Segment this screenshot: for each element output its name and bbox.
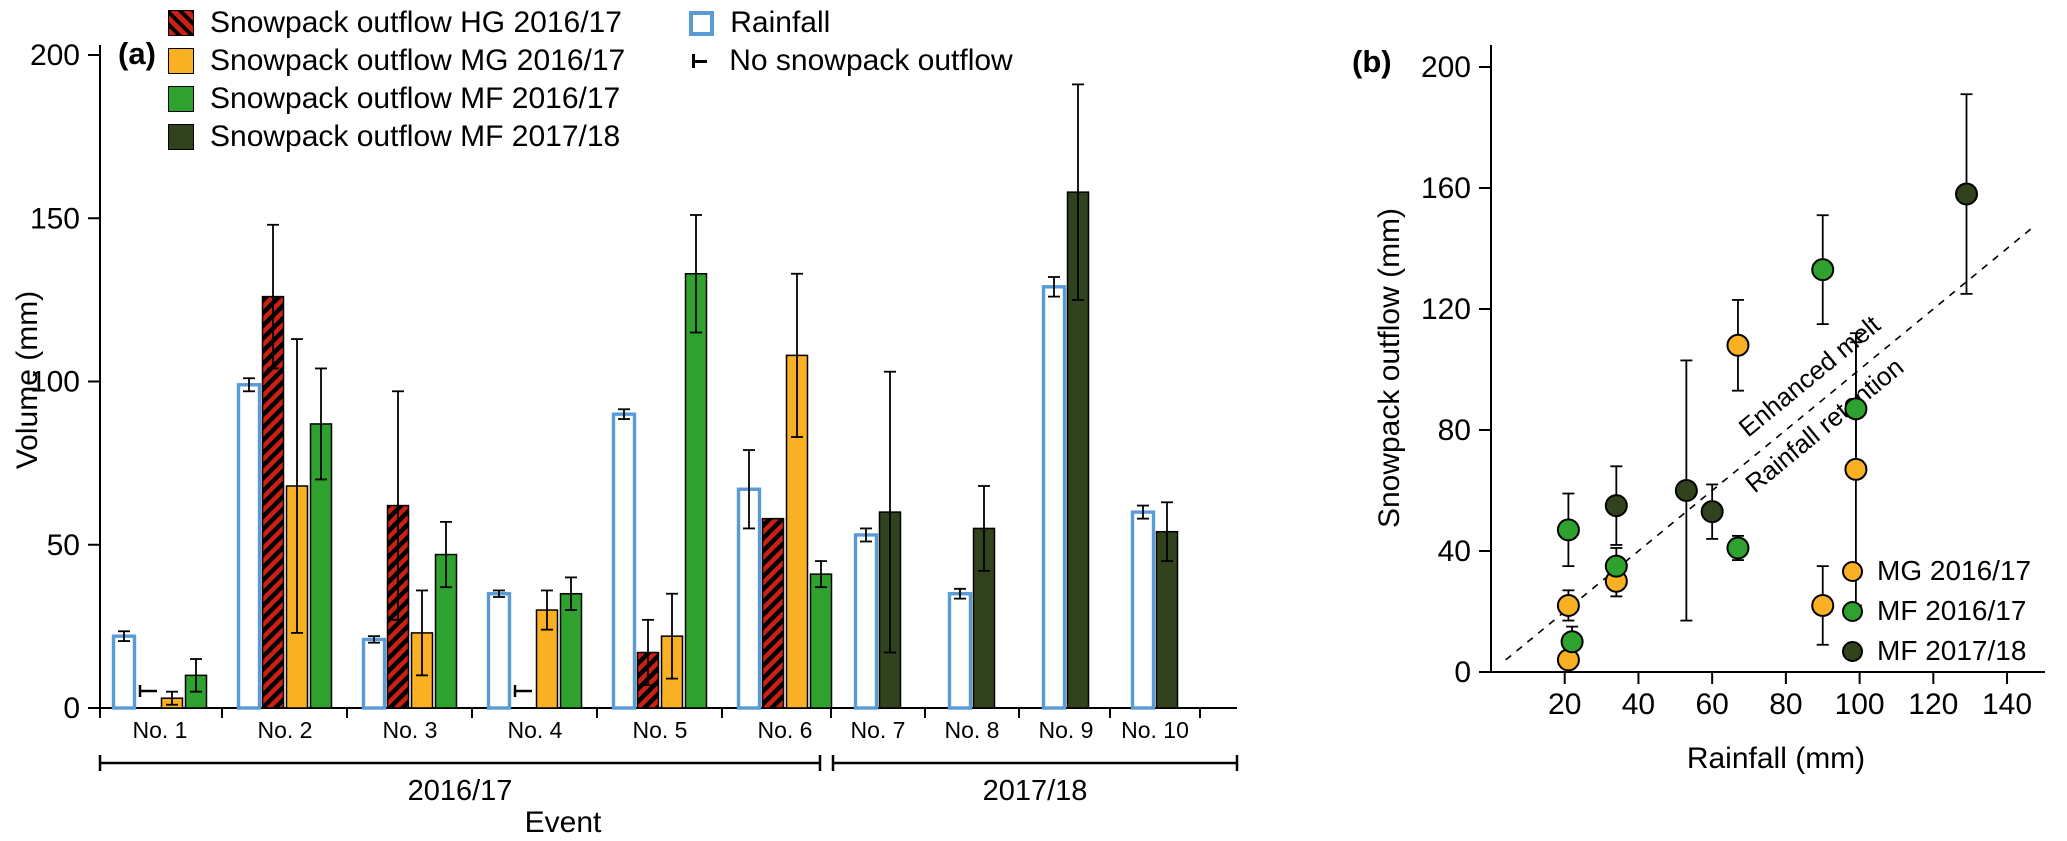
y-tick-label: 40 bbox=[1438, 535, 1471, 568]
panel-a-x-axis-title: Event bbox=[524, 806, 602, 839]
panel-a-y-axis-title: Volume (mm) bbox=[11, 290, 44, 470]
hatched-red-swatch-icon bbox=[168, 10, 194, 36]
legend-item-mf-1617: MF 2016/17 bbox=[1842, 591, 2031, 631]
x-category-label: No. 9 bbox=[1039, 717, 1094, 743]
orange-swatch-icon bbox=[168, 48, 194, 74]
legend-item-hg: Snowpack outflow HG 2016/17 bbox=[168, 4, 625, 42]
bar bbox=[761, 517, 785, 709]
y-tick-label: 0 bbox=[63, 692, 80, 725]
y-tick-label: 200 bbox=[1421, 51, 1471, 84]
y-tick-label: 0 bbox=[1454, 656, 1471, 689]
y-tick-label: 200 bbox=[30, 39, 80, 72]
x-category-label: No. 4 bbox=[508, 717, 563, 743]
scatter-point bbox=[1844, 457, 1868, 481]
scatter-point bbox=[1726, 333, 1750, 357]
legend-item-mf-1617: Snowpack outflow MF 2016/17 bbox=[168, 80, 625, 118]
scatter-point bbox=[1604, 494, 1628, 518]
x-category-label: No. 5 bbox=[633, 717, 688, 743]
bar bbox=[236, 383, 262, 710]
legend-label: Snowpack outflow MF 2017/18 bbox=[210, 120, 621, 153]
legend-item-mf-1718: Snowpack outflow MF 2017/18 bbox=[168, 118, 625, 156]
legend-panel-b: MG 2016/17 MF 2016/17 MF 2017/18 bbox=[1842, 551, 2031, 671]
bar bbox=[809, 573, 833, 709]
one-to-one-line bbox=[1505, 226, 2034, 661]
open-blue-swatch-icon bbox=[689, 10, 715, 36]
season-label: 2017/18 bbox=[983, 775, 1088, 807]
bar bbox=[1130, 510, 1156, 710]
dark-green-swatch-icon bbox=[168, 124, 194, 150]
y-tick-label: 160 bbox=[1421, 172, 1471, 205]
x-category-label: No. 10 bbox=[1121, 717, 1189, 743]
x-tick-label: 100 bbox=[1835, 688, 1885, 721]
legend-label: Snowpack outflow MG 2016/17 bbox=[210, 44, 626, 77]
legend-item-rainfall: Rainfall bbox=[689, 4, 1012, 42]
dark-green-dot-icon bbox=[1842, 640, 1863, 662]
bar bbox=[611, 412, 637, 710]
scatter-point bbox=[1604, 554, 1628, 578]
legend-item-mg: Snowpack outflow MG 2016/17 bbox=[168, 42, 625, 80]
scatter-point bbox=[1811, 258, 1835, 282]
green-swatch-icon bbox=[168, 86, 194, 112]
x-tick-label: 140 bbox=[1982, 688, 2032, 721]
legend-label: MF 2017/18 bbox=[1877, 635, 2027, 666]
y-tick-label: 50 bbox=[47, 529, 80, 562]
scatter-point bbox=[1844, 397, 1868, 421]
scatter-point bbox=[1726, 536, 1750, 560]
bar-chart-panel-a: 0 50 100 150 200 No. 1 No. 2 No. 3 No. 4 No. 5 No.… bbox=[30, 39, 1239, 807]
scatter-point bbox=[1954, 182, 1978, 206]
scatter-point bbox=[1811, 593, 1835, 617]
legend-label: MF 2016/17 bbox=[1877, 595, 2027, 626]
legend-label: MG 2016/17 bbox=[1877, 555, 2032, 586]
panel-b-label: (b) bbox=[1352, 44, 1392, 79]
x-category-label: No. 1 bbox=[133, 717, 188, 743]
season-label: 2016/17 bbox=[408, 775, 513, 807]
no-outflow-marker-icon bbox=[689, 49, 713, 73]
legend-column-1: Snowpack outflow HG 2016/17 Snowpack out… bbox=[168, 4, 625, 156]
panel-b-y-axis-title: Snowpack outflow (mm) bbox=[1373, 207, 1406, 529]
x-category-label: No. 2 bbox=[258, 717, 313, 743]
x-tick-label: 20 bbox=[1548, 688, 1581, 721]
x-tick-label: 60 bbox=[1695, 688, 1728, 721]
bar bbox=[853, 533, 879, 710]
legend-label: Snowpack outflow MF 2016/17 bbox=[210, 82, 621, 115]
legend-label: Rainfall bbox=[730, 6, 831, 39]
x-category-label: No. 3 bbox=[383, 717, 438, 743]
scatter-point bbox=[1556, 593, 1580, 617]
bar bbox=[361, 637, 387, 710]
y-tick-label: 100 bbox=[30, 366, 80, 399]
scatter-point bbox=[1560, 630, 1584, 654]
scatter-point bbox=[1556, 518, 1580, 542]
x-category-label: No. 7 bbox=[851, 717, 906, 743]
legend-panel-a: Snowpack outflow HG 2016/17 Snowpack out… bbox=[168, 4, 1013, 156]
x-category-label: No. 8 bbox=[945, 717, 1000, 743]
legend-label: Snowpack outflow HG 2016/17 bbox=[210, 6, 622, 39]
legend-item-mf-1718: MF 2017/18 bbox=[1842, 631, 2031, 671]
bar bbox=[1041, 285, 1067, 710]
legend-item-mg: MG 2016/17 bbox=[1842, 551, 2031, 591]
panel-b-x-axis-title: Rainfall (mm) bbox=[1686, 742, 1866, 775]
legend-label: No snowpack outflow bbox=[729, 44, 1013, 77]
green-dot-icon bbox=[1842, 600, 1863, 622]
scatter-point bbox=[1674, 479, 1698, 502]
bar bbox=[486, 592, 512, 710]
bar bbox=[684, 273, 708, 709]
y-tick-label: 80 bbox=[1438, 414, 1471, 447]
y-tick-label: 150 bbox=[30, 202, 80, 235]
bar bbox=[111, 634, 137, 710]
bar bbox=[947, 592, 973, 710]
scatter-point bbox=[1700, 500, 1724, 524]
panel-a-label: (a) bbox=[118, 36, 156, 71]
legend-column-2: Rainfall No snowpack outflow bbox=[689, 4, 1013, 156]
x-tick-label: 40 bbox=[1622, 688, 1655, 721]
y-tick-label: 120 bbox=[1421, 293, 1471, 326]
x-tick-label: 120 bbox=[1908, 688, 1958, 721]
x-category-label: No. 6 bbox=[758, 717, 813, 743]
legend-item-no-outflow: No snowpack outflow bbox=[689, 42, 1013, 80]
orange-dot-icon bbox=[1842, 560, 1863, 582]
x-tick-label: 80 bbox=[1769, 688, 1802, 721]
